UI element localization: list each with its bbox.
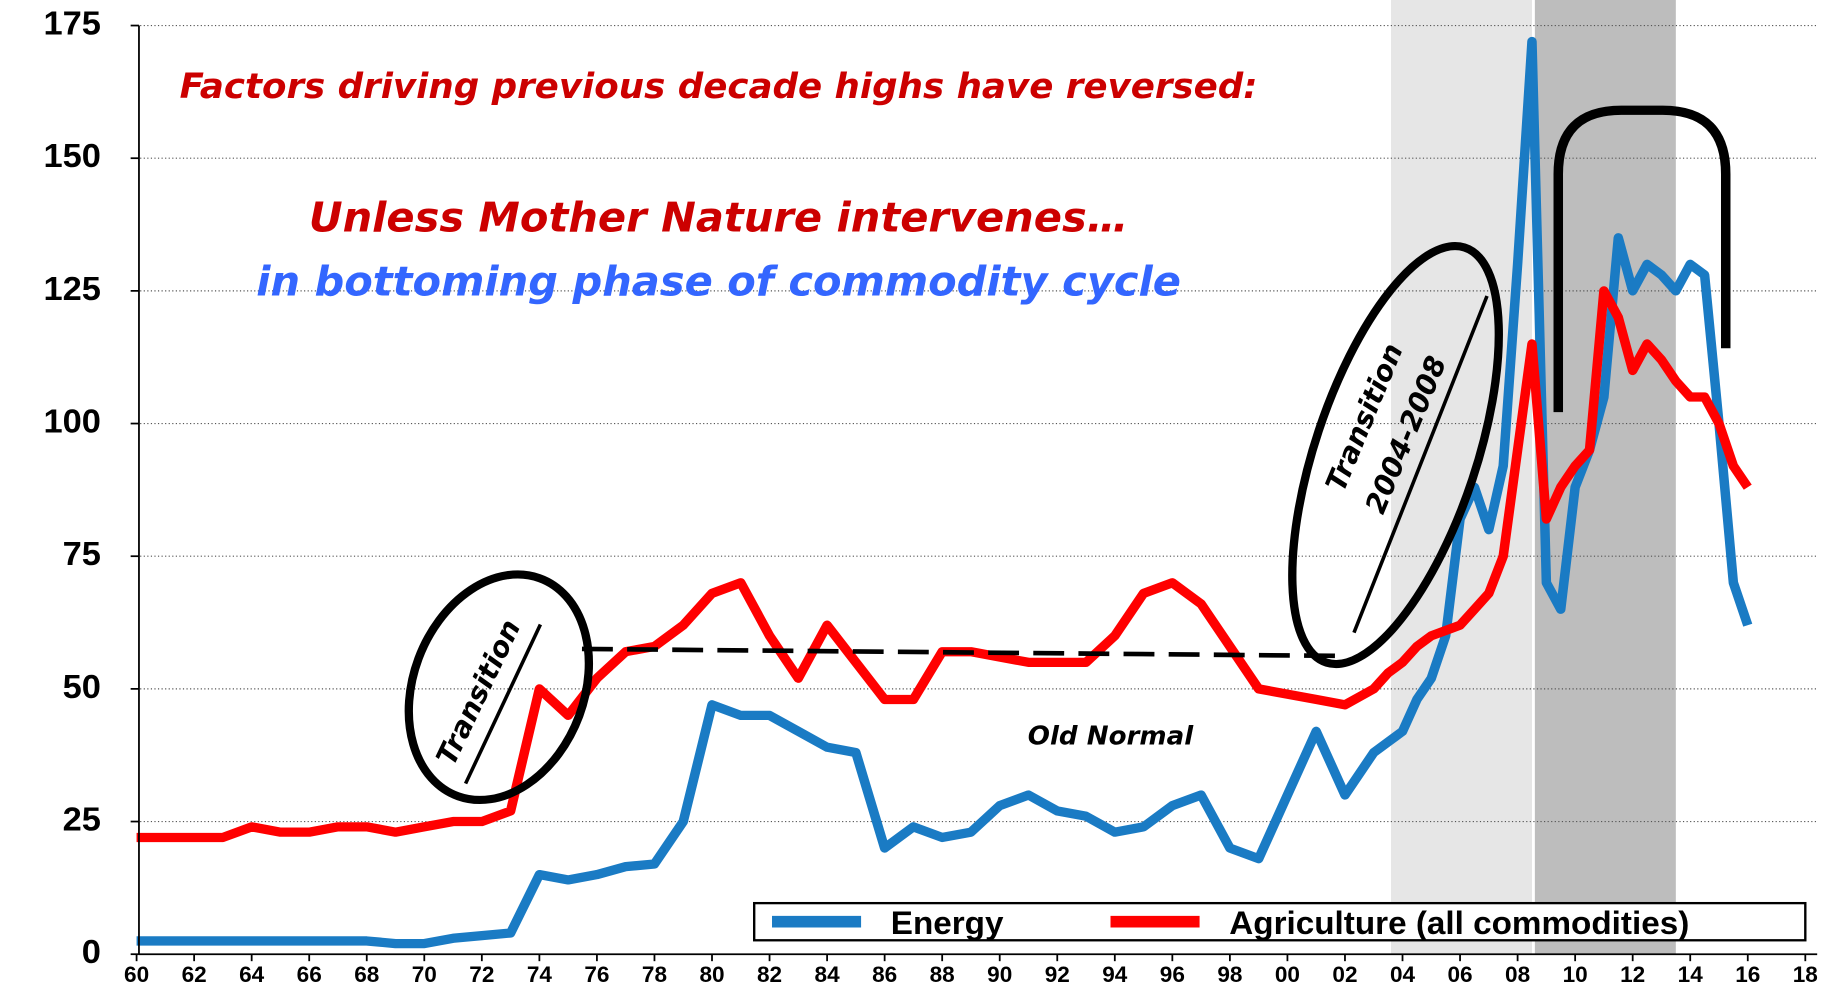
x-tick-label: 76 (584, 962, 609, 987)
dashed-line (581, 646, 1337, 659)
y-tick-label: 125 (43, 270, 100, 308)
x-tick-label: 66 (297, 962, 322, 987)
x-tick-label: 88 (930, 962, 955, 987)
legend-label: Agriculture (all commodities) (1229, 904, 1689, 941)
x-tick-label: 68 (354, 962, 379, 987)
x-tick-label: 70 (412, 962, 437, 987)
x-tick-label: 82 (757, 962, 782, 987)
arch-arrow (1553, 105, 1731, 413)
x-tick-label: 72 (469, 962, 494, 987)
x-tick-label: 84 (815, 962, 841, 987)
legend (753, 901, 1807, 942)
ellipse (1288, 242, 1503, 669)
x-tick-label: 14 (1678, 962, 1704, 987)
x-tick-label: 06 (1448, 962, 1473, 987)
legend-label: Energy (891, 904, 1004, 941)
y-tick-label: 175 (43, 5, 100, 43)
x-tick-label: 12 (1620, 962, 1645, 987)
x-tick-label: 96 (1160, 962, 1185, 987)
x-tick-label: 78 (642, 962, 667, 987)
x-tick-label: 92 (1045, 962, 1070, 987)
y-tick-label: 150 (43, 137, 100, 175)
annotation: Unless Mother Nature intervenes… (309, 194, 1128, 241)
x-tick-label: 18 (1793, 962, 1818, 987)
x-tick-label: 16 (1735, 962, 1760, 987)
annotation: in bottoming phase of commodity cycle (256, 258, 1181, 305)
x-tick-label: 80 (699, 962, 724, 987)
x-tick-label: 86 (872, 962, 897, 987)
ellipse (404, 570, 594, 805)
x-tick-label: 00 (1275, 962, 1300, 987)
y-tick-label: 50 (63, 668, 101, 706)
series-line (136, 286, 1752, 843)
x-tick-label: 04 (1390, 962, 1416, 987)
x-tick-label: 74 (527, 962, 553, 987)
x-tick-label: 08 (1505, 962, 1530, 987)
y-tick-label: 75 (63, 535, 101, 573)
y-tick-label: 25 (63, 801, 101, 839)
x-tick-label: 90 (987, 962, 1012, 987)
x-tick-label: 94 (1102, 962, 1128, 987)
annotation: Factors driving previous decade highs ha… (180, 66, 1258, 107)
shaded-period (1534, 0, 1676, 955)
y-tick-label: 0 (82, 933, 101, 971)
series-line (136, 36, 1753, 949)
x-tick-label: 98 (1217, 962, 1242, 987)
x-tick-label: 60 (124, 962, 149, 987)
annotation: Old Normal (1028, 722, 1195, 752)
annotation: Transition (430, 615, 528, 770)
y-tick-label: 100 (43, 403, 100, 441)
arrow (463, 623, 543, 785)
x-tick-label: 62 (182, 962, 207, 987)
x-tick-label: 02 (1332, 962, 1357, 987)
arrow (1352, 295, 1489, 634)
x-tick-label: 10 (1563, 962, 1588, 987)
x-tick-label: 64 (239, 962, 265, 987)
